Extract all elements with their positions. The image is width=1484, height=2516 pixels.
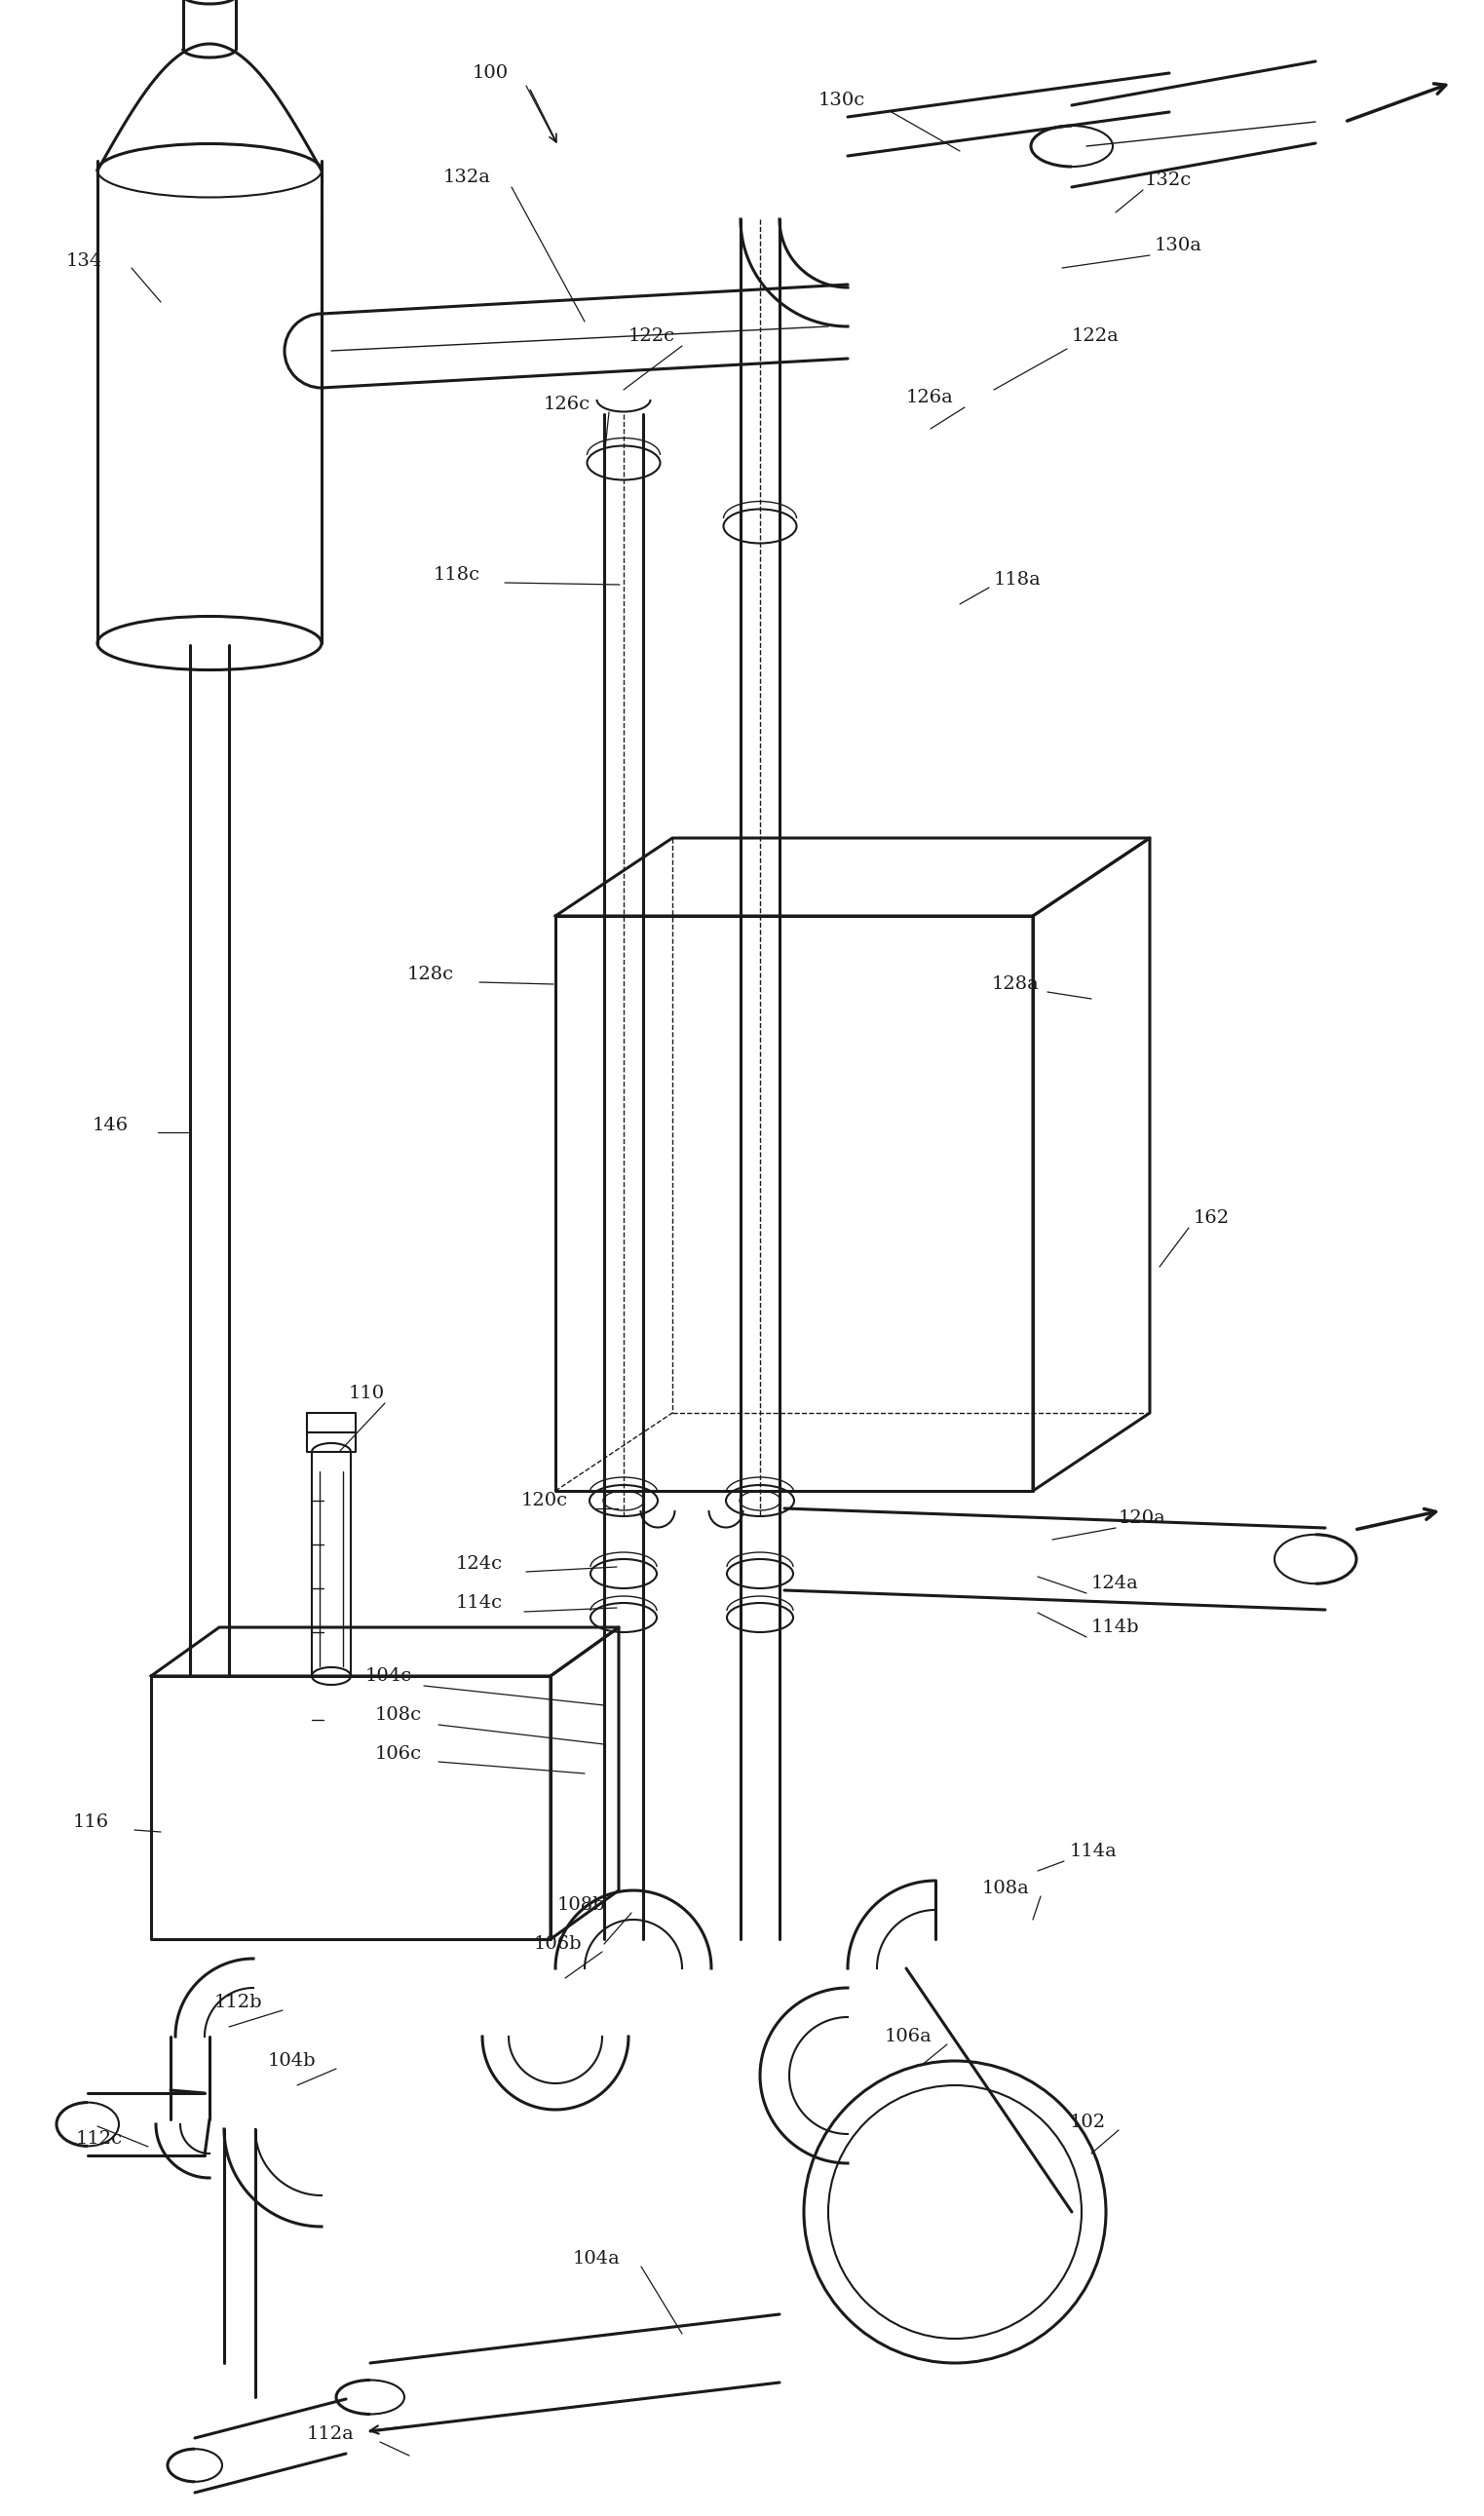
Text: 132c: 132c: [1146, 171, 1192, 189]
Text: 114c: 114c: [456, 1595, 503, 1613]
Text: 128a: 128a: [991, 976, 1039, 994]
Text: 128c: 128c: [407, 966, 454, 984]
Text: 130a: 130a: [1155, 237, 1202, 254]
Text: 122a: 122a: [1071, 327, 1119, 345]
Text: 102: 102: [1070, 2113, 1106, 2131]
Text: 108c: 108c: [375, 1706, 421, 1723]
Text: 100: 100: [472, 65, 509, 83]
Text: 106c: 106c: [375, 1746, 421, 1764]
Text: 104b: 104b: [269, 2053, 316, 2071]
Text: 114a: 114a: [1070, 1842, 1117, 1859]
Text: 104c: 104c: [365, 1668, 413, 1686]
Text: 112c: 112c: [76, 2131, 123, 2149]
Text: 112b: 112b: [214, 1993, 263, 2010]
Text: 124a: 124a: [1091, 1575, 1138, 1593]
Text: 120a: 120a: [1119, 1510, 1166, 1527]
Text: 146: 146: [92, 1117, 129, 1135]
Text: 110: 110: [349, 1384, 384, 1401]
Text: 106b: 106b: [534, 1935, 582, 1952]
Text: 122c: 122c: [629, 327, 675, 345]
Text: 114b: 114b: [1091, 1618, 1140, 1635]
Text: 126c: 126c: [543, 395, 591, 413]
Text: 108a: 108a: [982, 1879, 1030, 1897]
Text: 116: 116: [73, 1814, 110, 1832]
Text: 104a: 104a: [573, 2249, 620, 2267]
Text: 118c: 118c: [433, 566, 481, 584]
Text: 162: 162: [1193, 1210, 1230, 1228]
Text: 112a: 112a: [307, 2425, 355, 2443]
Text: 106a: 106a: [884, 2028, 932, 2046]
Text: 134: 134: [67, 252, 102, 269]
Text: 124c: 124c: [456, 1555, 503, 1572]
Text: 120c: 120c: [521, 1492, 568, 1510]
Text: 118a: 118a: [994, 571, 1042, 589]
Text: 132a: 132a: [444, 169, 491, 186]
Text: 108b: 108b: [558, 1897, 605, 1915]
Text: 126a: 126a: [907, 390, 954, 408]
Text: 130c: 130c: [819, 91, 865, 108]
